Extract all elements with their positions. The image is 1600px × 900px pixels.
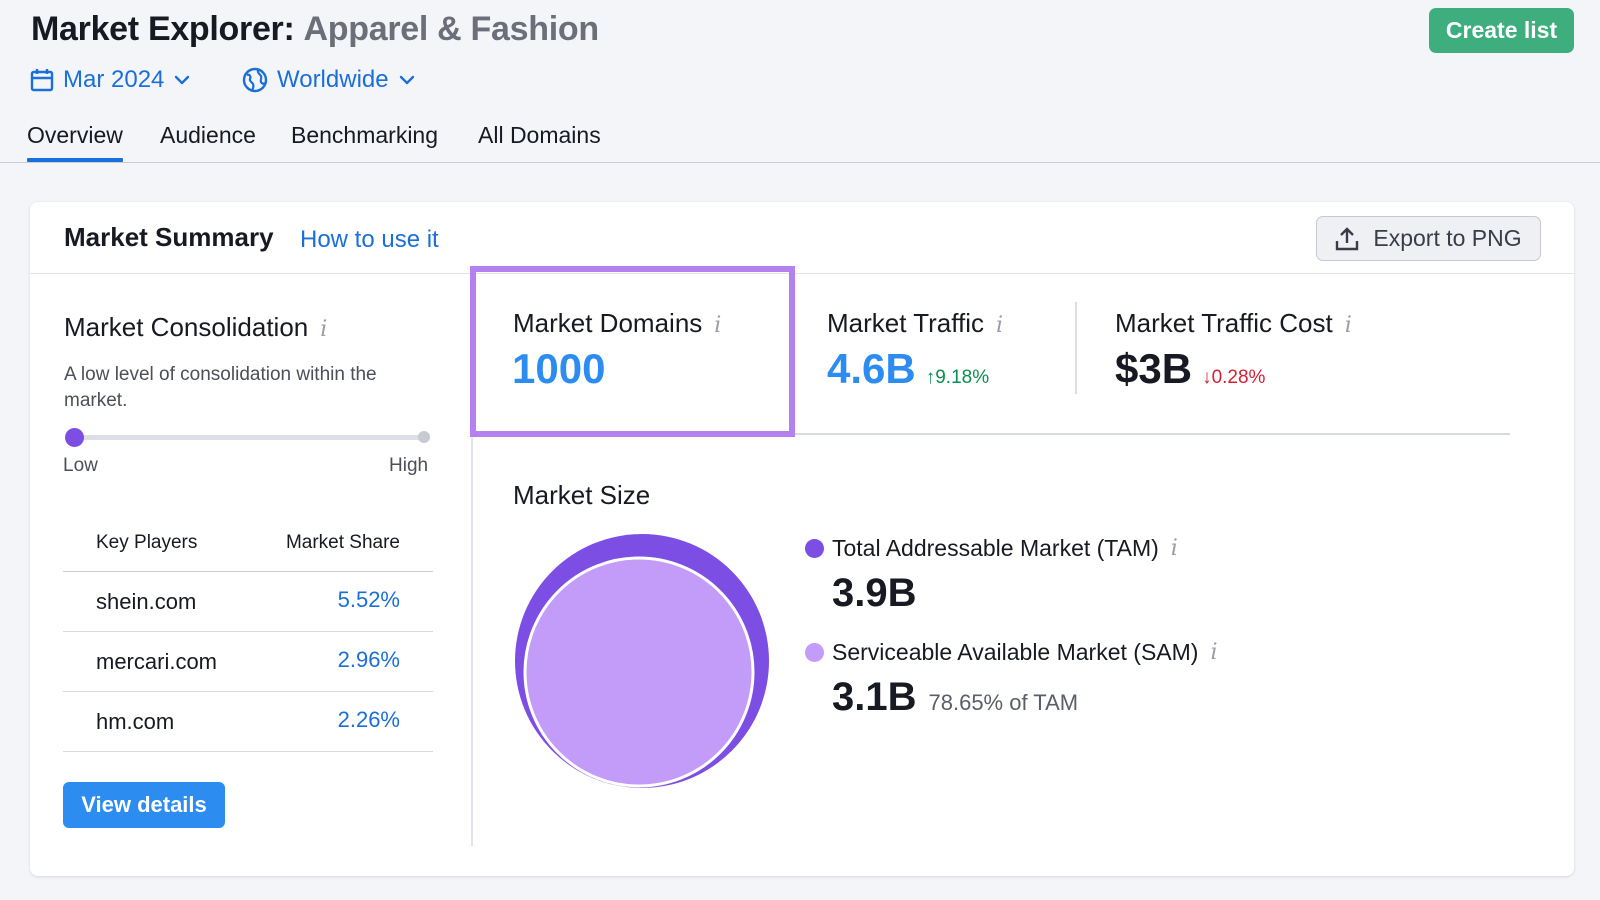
scale-low-label: Low: [63, 455, 98, 476]
tab-all-domains[interactable]: All Domains: [478, 122, 601, 148]
consolidation-marker: [65, 428, 84, 447]
metric-value-row: $3B ↓0.28%: [1115, 345, 1265, 393]
player-domain: mercari.com: [96, 649, 218, 674]
market-size-title: Market Size: [513, 480, 651, 510]
consolidation-scale-end: [418, 431, 430, 443]
metric-label: Market Traffic Cost i: [1115, 308, 1352, 339]
chevron-down-icon: [175, 75, 190, 85]
tab-audience[interactable]: Audience: [160, 122, 256, 148]
sam-dot: [805, 643, 824, 662]
player-domain: hm.com: [96, 709, 175, 734]
consolidation-title-text: Market Consolidation: [64, 312, 309, 342]
player-share-link[interactable]: 2.26%: [337, 707, 400, 732]
page-title-prefix: Market Explorer:: [31, 10, 295, 48]
player-share-link[interactable]: 5.52%: [337, 587, 400, 612]
sam-value: 3.1B: [832, 675, 917, 719]
export-png-button[interactable]: Export to PNG: [1316, 216, 1541, 261]
tam-label: Total Addressable Market (TAM): [832, 535, 1159, 561]
info-icon[interactable]: i: [1210, 640, 1218, 665]
tam-legend: Total Addressable Market (TAM) i: [805, 535, 1178, 562]
scale-high-label: High: [389, 455, 429, 476]
metric-label: Market Traffic i: [827, 308, 1003, 339]
metric-divider: [1075, 302, 1077, 394]
arrow-up-icon: ↑: [925, 367, 936, 388]
traffic-cost-delta: ↓0.28%: [1202, 367, 1265, 388]
arrow-down-icon: ↓: [1202, 367, 1212, 388]
traffic-delta-value: 9.18%: [935, 367, 990, 388]
how-to-use-link[interactable]: How to use it: [300, 226, 439, 253]
info-icon[interactable]: i: [714, 313, 722, 338]
tam-value: 3.9B: [832, 571, 917, 615]
date-filter-label: Mar 2024: [63, 66, 165, 93]
key-players-column: Key Players: [96, 532, 198, 553]
traffic-delta: ↑9.18%: [926, 367, 989, 388]
sam-share-of-tam: 78.65% of TAM: [928, 690, 1079, 715]
consolidation-scale: [74, 435, 424, 440]
sam-legend: Serviceable Available Market (SAM) i: [805, 639, 1218, 666]
market-share-column: Market Share: [285, 532, 400, 553]
key-players-header: Key Players Market Share: [63, 522, 433, 572]
upload-icon: [1336, 226, 1359, 250]
metric-label-text: Market Traffic Cost: [1115, 308, 1333, 338]
metric-value-row: 4.6B ↑9.18%: [827, 345, 989, 393]
player-domain: shein.com: [96, 589, 197, 614]
market-domains-highlight: [470, 266, 795, 437]
date-filter[interactable]: Mar 2024: [30, 66, 190, 94]
consolidation-description: A low level of consolidation within the …: [64, 364, 377, 411]
sam-circle: [523, 556, 755, 788]
player-share-link[interactable]: 2.96%: [337, 647, 400, 672]
table-row: hm.com 2.26%: [63, 692, 433, 752]
market-traffic-cost-value: $3B: [1115, 345, 1193, 392]
market-size-circles: [515, 534, 769, 788]
table-row: mercari.com 2.96%: [63, 632, 433, 692]
view-details-button[interactable]: View details: [63, 782, 225, 828]
sam-value-row: 3.1B 78.65% of TAM: [832, 675, 1078, 720]
export-png-label: Export to PNG: [1373, 225, 1522, 251]
info-icon[interactable]: i: [320, 317, 328, 342]
create-list-button[interactable]: Create list: [1429, 8, 1574, 53]
metrics-divider: [795, 433, 1510, 435]
tab-overview[interactable]: Overview: [27, 122, 123, 162]
tab-benchmarking[interactable]: Benchmarking: [291, 122, 439, 148]
calendar-icon: [30, 69, 54, 92]
market-traffic-value[interactable]: 4.6B: [827, 345, 916, 392]
region-filter[interactable]: Worldwide: [242, 66, 415, 94]
table-row: shein.com 5.52%: [63, 572, 433, 632]
consolidation-title: Market Consolidation i: [64, 312, 327, 343]
metric-label-text: Market Traffic: [827, 308, 985, 338]
page-title-market: Apparel & Fashion: [303, 10, 600, 48]
traffic-cost-delta-value: 0.28%: [1211, 367, 1266, 388]
info-icon[interactable]: i: [1170, 536, 1178, 561]
tam-dot: [805, 539, 824, 558]
market-summary-card: Market Summary How to use it Export to P…: [30, 202, 1574, 876]
sam-label: Serviceable Available Market (SAM): [832, 639, 1199, 665]
info-icon[interactable]: i: [996, 313, 1004, 338]
metric-label: Market Domains i: [513, 308, 721, 339]
market-domains-value[interactable]: 1000: [512, 345, 606, 392]
card-header: Market Summary How to use it Export to P…: [30, 202, 1574, 274]
page-title: Market Explorer: Apparel & Fashion: [31, 10, 599, 49]
chevron-down-icon: [399, 75, 414, 85]
column-divider: [471, 274, 473, 846]
tab-bar: Overview Audience Benchmarking All Domai…: [0, 118, 1600, 163]
metric-label-text: Market Domains: [513, 308, 703, 338]
info-icon[interactable]: i: [1344, 313, 1352, 338]
region-filter-label: Worldwide: [277, 66, 389, 93]
globe-icon: [242, 67, 268, 93]
card-title: Market Summary: [64, 222, 274, 252]
